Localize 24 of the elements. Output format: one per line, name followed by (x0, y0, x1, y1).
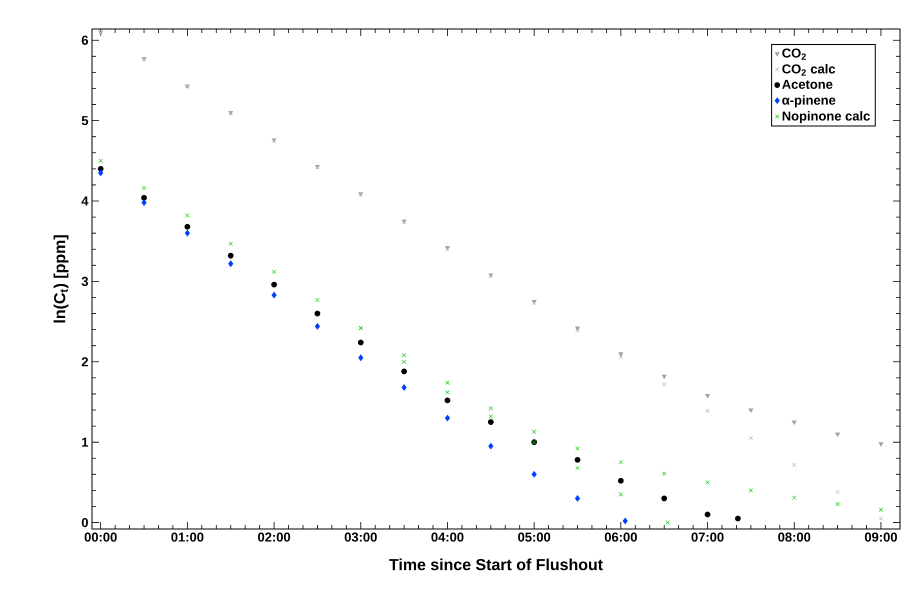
legend-label: CO$_{2}$ (782, 48, 806, 60)
y-tick-label: 0 (82, 518, 88, 528)
x-tick-label: 09:00 (864, 532, 897, 542)
legend-label: α-pinene (782, 95, 836, 108)
y-tick-label: 4 (81, 196, 88, 206)
y-tick-label: 5 (82, 116, 88, 126)
x-tick-label: 02:00 (258, 532, 290, 542)
legend-label: Acetone (782, 80, 832, 89)
x-axis-title: Time since Start of Flushout (389, 558, 603, 570)
y-tick-label: 6 (82, 36, 88, 45)
y-tick-label: 2 (82, 357, 88, 366)
x-tick-label: 00:00 (84, 532, 117, 542)
x-tick-label: 06:00 (604, 532, 637, 542)
y-tick-label: 1 (82, 438, 88, 447)
y-tick-label: 3 (82, 276, 88, 286)
x-tick-label: 07:00 (692, 532, 724, 542)
x-tick-label: 01:00 (171, 532, 204, 542)
x-tick-label: 05:00 (518, 532, 550, 542)
legend-label: Nopinone calc (782, 111, 870, 124)
y-axis-title: ln(C$_{t}$) [ppm] (54, 235, 68, 322)
x-tick-label: 08:00 (778, 532, 810, 542)
x-tick-label: 03:00 (344, 532, 377, 542)
legend-label: CO$_{2}$ calc (782, 64, 836, 76)
x-tick-label: 04:00 (431, 532, 464, 542)
